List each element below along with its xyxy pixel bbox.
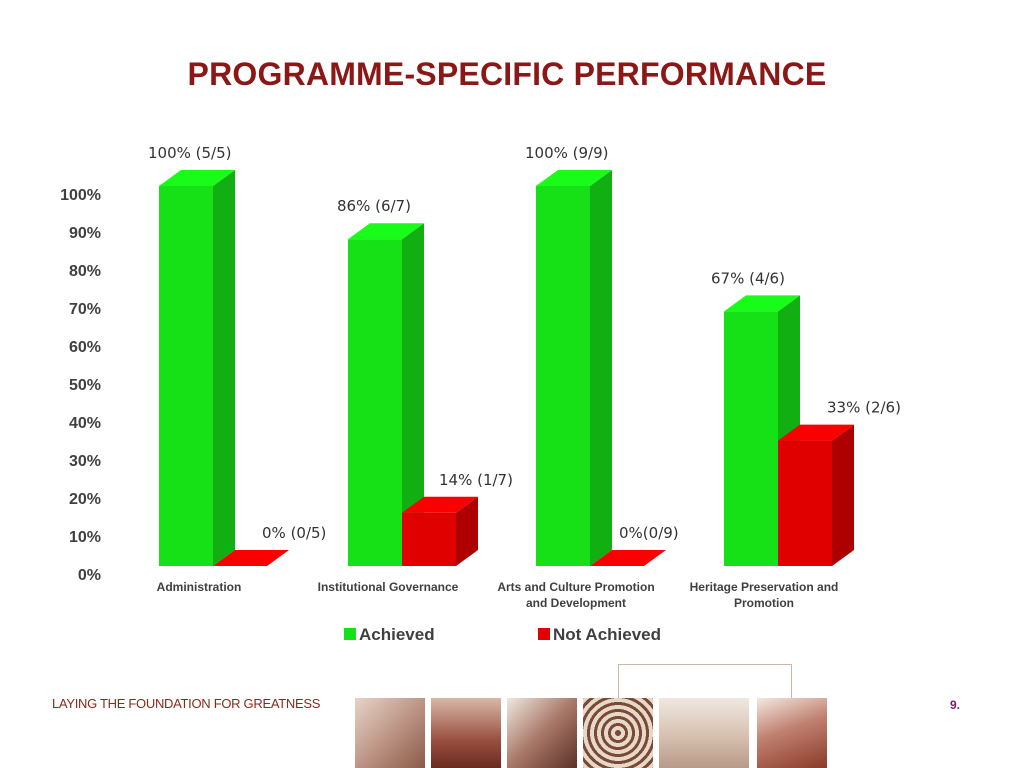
y-axis: 0% 10% 20% 30% 40% 50% 60% 70% 80% 90% 100% [60, 187, 101, 584]
footer-tagline: LAYING THE FOUNDATION FOR GREATNESS [52, 696, 321, 711]
bar-front-not-achieved [778, 440, 832, 566]
y-tick-label: 80% [69, 263, 101, 280]
bar-side [402, 223, 424, 566]
x-tick-label: Arts and Culture Promotion and Developmen… [497, 580, 654, 610]
bar-series [159, 170, 854, 566]
y-tick-label: 10% [69, 529, 101, 546]
bar-group [348, 223, 478, 566]
data-label: 67% (4/6) [711, 269, 785, 287]
y-tick-label: 90% [69, 225, 101, 242]
bar-front-not-achieved [402, 512, 456, 566]
y-tick-label: 20% [69, 491, 101, 508]
data-labels: 100% (5/5) 0% (0/5) 86% (6/7) 14% (1/7) 100%… [148, 144, 901, 542]
bar-top [348, 223, 424, 240]
bar-top [536, 170, 612, 186]
bar-group [536, 170, 666, 566]
legend-swatch [538, 628, 550, 640]
bar-top [724, 295, 800, 312]
bar-top [778, 424, 854, 441]
y-tick-label: 50% [69, 377, 101, 394]
bar-front-achieved [724, 311, 778, 566]
x-axis: Administration Institutional Governance Ar… [157, 580, 839, 610]
family-silhouette-photo [431, 698, 501, 768]
woven-basket-photo [583, 698, 653, 768]
bar-front-achieved [536, 186, 590, 566]
data-label: 33% (2/6) [827, 399, 901, 417]
data-label: 0% (0/5) [262, 524, 326, 542]
data-label: 86% (6/7) [337, 197, 411, 215]
x-tick-label: Administration [157, 580, 242, 594]
bar-chart: 0% 10% 20% 30% 40% 50% 60% 70% 80% 90% 100% 100% (… [60, 144, 901, 644]
y-tick-label: 70% [69, 301, 101, 318]
y-tick-label: 60% [69, 339, 101, 356]
legend-label: Not Achieved [553, 625, 661, 644]
bar-side [213, 170, 235, 566]
saxophone-player-photo [757, 698, 827, 768]
slide-title: PROGRAMME-SPECIFIC PERFORMANCE [187, 56, 827, 92]
bar-top [402, 496, 478, 513]
braille-reading-photo [355, 698, 425, 768]
y-tick-label: 100% [60, 187, 101, 204]
y-tick-label: 30% [69, 453, 101, 470]
legend-label: Achieved [359, 625, 435, 644]
chart-legend: Achieved Not Achieved [344, 625, 661, 644]
data-label: 100% (5/5) [148, 144, 232, 162]
y-tick-label: 40% [69, 415, 101, 432]
bar-front-achieved [348, 239, 402, 566]
bar-front-achieved [159, 186, 213, 566]
y-tick-label: 0% [78, 567, 101, 584]
bar-side [832, 424, 854, 566]
bar-group [159, 170, 289, 566]
ballet-feet-photo [659, 698, 749, 768]
data-label: 100% (9/9) [525, 144, 609, 162]
bar-top [159, 170, 235, 186]
legend-swatch [344, 628, 356, 640]
film-strip-photo [507, 698, 577, 768]
page-number: 9. [950, 698, 961, 712]
bar-top [590, 550, 666, 566]
x-tick-label: Institutional Governance [318, 580, 459, 594]
bar-group [724, 295, 854, 566]
data-label: 14% (1/7) [439, 471, 513, 489]
bar-side [590, 170, 612, 566]
x-tick-label: Heritage Preservation and Promotion [690, 580, 839, 610]
bar-top [213, 550, 289, 566]
bar-side [456, 496, 478, 566]
data-label: 0%(0/9) [619, 524, 679, 542]
